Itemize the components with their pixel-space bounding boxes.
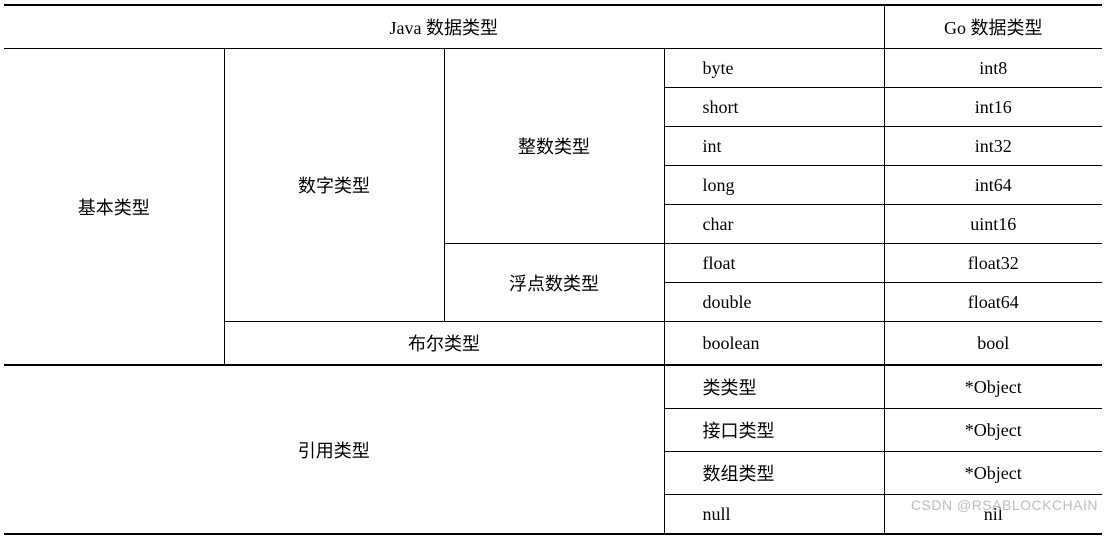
go-type: int8 [884,49,1102,88]
java-type: char [664,205,884,244]
cell-integer: 整数类型 [444,49,664,244]
java-type: short [664,88,884,127]
header-java: Java 数据类型 [4,5,884,49]
java-type: long [664,166,884,205]
java-type: boolean [664,322,884,366]
java-type: float [664,244,884,283]
go-type: nil [884,495,1102,535]
java-type: 接口类型 [664,409,884,452]
go-type: float32 [884,244,1102,283]
cell-numeric: 数字类型 [224,49,444,322]
go-type: int32 [884,127,1102,166]
cell-basic: 基本类型 [4,49,224,366]
cell-float: 浮点数类型 [444,244,664,322]
go-type: int16 [884,88,1102,127]
header-row: Java 数据类型 Go 数据类型 [4,5,1102,49]
cell-bool: 布尔类型 [224,322,664,366]
go-type: *Object [884,452,1102,495]
java-type: 数组类型 [664,452,884,495]
header-go: Go 数据类型 [884,5,1102,49]
java-type: int [664,127,884,166]
java-type: 类类型 [664,365,884,409]
table-row: 基本类型 数字类型 整数类型 byte int8 [4,49,1102,88]
go-type: *Object [884,365,1102,409]
java-type: byte [664,49,884,88]
go-type: uint16 [884,205,1102,244]
java-type: double [664,283,884,322]
type-mapping-table: Java 数据类型 Go 数据类型 基本类型 数字类型 整数类型 byte in… [4,4,1102,535]
table-row: 引用类型 类类型 *Object [4,365,1102,409]
go-type: bool [884,322,1102,366]
go-type: float64 [884,283,1102,322]
cell-ref: 引用类型 [4,365,664,534]
go-type: *Object [884,409,1102,452]
java-type: null [664,495,884,535]
go-type: int64 [884,166,1102,205]
